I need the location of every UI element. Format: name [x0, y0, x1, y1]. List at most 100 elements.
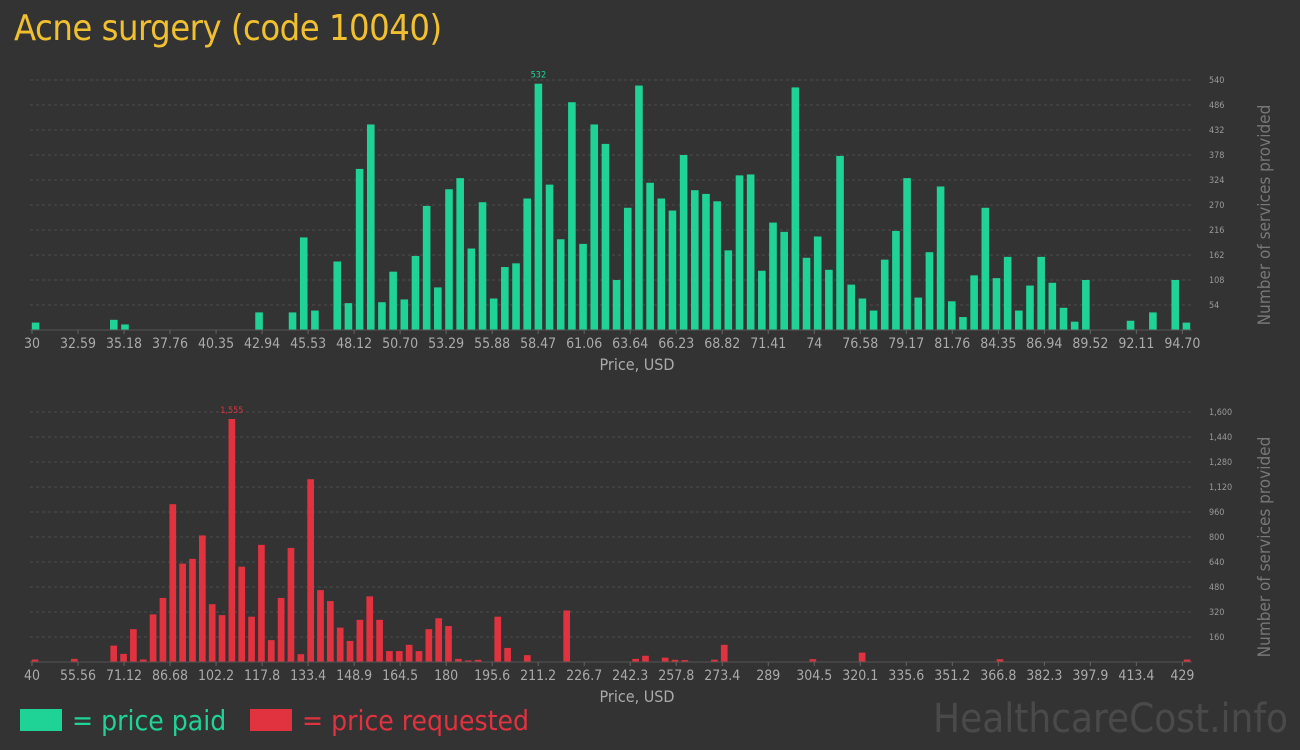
req-bar — [523, 655, 531, 662]
paid-bar — [702, 193, 710, 330]
paid-bar — [389, 271, 397, 330]
x-tick-label: 40 — [24, 668, 40, 684]
paid-bar — [623, 207, 632, 330]
paid-bar — [1171, 280, 1180, 330]
x-tick-label: 68.82 — [704, 336, 740, 352]
y-tick-label: 1,600 — [1209, 408, 1232, 418]
y-tick-label: 1,280 — [1209, 458, 1232, 468]
req-bar — [671, 659, 679, 662]
peak-value-label: 1,555 — [220, 406, 243, 416]
y-tick-label: 160 — [1209, 633, 1224, 643]
paid-bar — [936, 186, 945, 330]
paid-bar — [769, 222, 777, 330]
paid-bar — [121, 324, 129, 330]
x-tick-label: 55.56 — [60, 668, 96, 684]
x-tick-label: 32.59 — [60, 336, 96, 352]
x-tick-label: 45.53 — [290, 336, 326, 352]
x-tick-label: 195.6 — [474, 668, 510, 684]
paid-bar — [959, 317, 967, 330]
x-tick-label: 304.5 — [796, 668, 832, 684]
paid-bar — [400, 299, 409, 330]
paid-bar — [545, 184, 554, 330]
x-tick-label: 63.64 — [612, 336, 648, 352]
paid-bar — [657, 198, 666, 330]
paid-bar — [635, 85, 643, 330]
paid-bar — [568, 102, 576, 330]
x-tick-label: 133.4 — [290, 668, 326, 684]
x-tick-label: 102.2 — [198, 668, 234, 684]
paid-bar — [478, 202, 487, 330]
paid-bar — [992, 278, 1001, 330]
x-tick-label: 148.9 — [336, 668, 372, 684]
req-bar — [376, 619, 383, 662]
x-tick-label: 382.3 — [1026, 668, 1062, 684]
x-tick-label: 366.8 — [980, 668, 1016, 684]
req-bar — [336, 627, 344, 662]
paid-bar — [1149, 312, 1157, 330]
paid-bar — [813, 236, 822, 330]
paid-bar — [880, 259, 889, 330]
paid-bar — [31, 322, 40, 330]
paid-bar — [1082, 280, 1090, 330]
paid-bar — [947, 301, 956, 330]
legend-price-paid: = price paid — [20, 703, 227, 737]
legend-label-requested: = price requested — [302, 703, 530, 737]
paid-bar — [746, 174, 755, 330]
paid-bar — [366, 124, 375, 330]
paid-bar — [590, 124, 599, 330]
paid-bar — [724, 250, 733, 330]
x-tick-label: 79.17 — [888, 336, 924, 352]
paid-bar — [311, 310, 319, 330]
req-bar — [267, 640, 275, 662]
chart-price-paid: 54 108 162 216 270 324 378 432 486 540 532 30 32.59 3… — [24, 71, 1275, 374]
paid-bar — [690, 190, 699, 330]
x-tick-label: 30 — [24, 336, 40, 352]
paid-bar — [914, 297, 923, 330]
paid-bar — [1015, 310, 1023, 330]
watermark: HealthcareCost.info — [933, 696, 1288, 742]
req-bar — [198, 535, 206, 662]
x-axis-title: Price, USD — [600, 355, 675, 374]
req-bar — [425, 629, 433, 662]
req-bar — [681, 660, 689, 662]
paid-bar — [1048, 282, 1057, 330]
paid-bar — [668, 210, 677, 330]
req-bar — [317, 590, 324, 662]
x-tick-label: 92.11 — [1118, 336, 1154, 352]
y-tick-label: 1,120 — [1209, 483, 1232, 493]
legend-label-paid: = price paid — [72, 703, 227, 737]
paid-bar — [1026, 285, 1034, 330]
req-bar — [711, 659, 718, 662]
req-bar — [661, 657, 669, 662]
x-tick-label: 397.9 — [1072, 668, 1108, 684]
paid-bar — [791, 87, 800, 330]
x-tick-label: 40.35 — [198, 336, 234, 352]
y-tick-label: 486 — [1209, 101, 1224, 111]
req-bar — [642, 655, 649, 662]
req-bar — [464, 660, 472, 662]
req-bar — [287, 547, 295, 662]
paid-bar — [981, 207, 990, 330]
x-tick-label: 55.88 — [474, 336, 510, 352]
x-tick-label: 117.8 — [244, 668, 280, 684]
y-tick-label: 108 — [1209, 276, 1224, 286]
paid-bar — [646, 182, 654, 330]
req-bar — [405, 644, 413, 662]
x-tick-label: 273.4 — [704, 668, 740, 684]
req-bar — [208, 604, 216, 662]
req-bar — [238, 566, 246, 662]
legend-price-requested: = price requested — [250, 703, 530, 737]
y-tick-label: 320 — [1209, 608, 1224, 618]
paid-bar — [288, 312, 297, 330]
paid-bar — [556, 239, 565, 330]
paid-bar — [523, 198, 532, 330]
paid-bar — [1070, 321, 1079, 330]
req-bar — [297, 654, 305, 662]
paid-bar — [735, 175, 744, 330]
paid-bar — [422, 205, 431, 330]
x-tick-label: 289 — [756, 668, 780, 684]
paid-bar — [378, 302, 386, 330]
y-tick-label: 270 — [1209, 201, 1224, 211]
y-tick-label: 162 — [1209, 251, 1224, 261]
legend-swatch-paid — [20, 709, 62, 731]
